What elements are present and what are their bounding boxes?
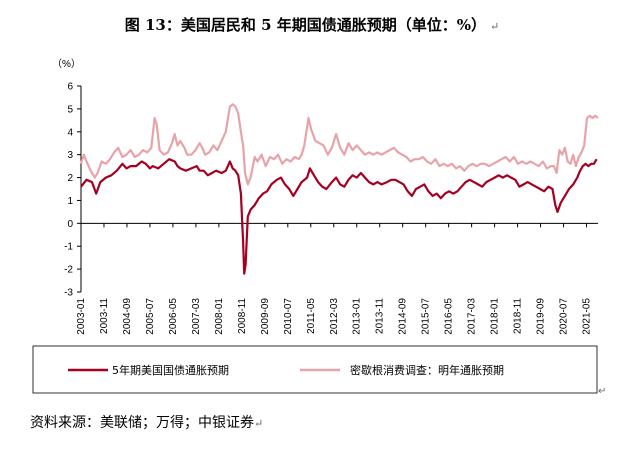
legend-box [32, 345, 598, 394]
series-line-1 [80, 158, 598, 275]
x-tick-label: 2010-07 [283, 298, 294, 335]
x-tick-label: 2008-01 [214, 298, 225, 335]
source-note: 资料来源：美联储；万得；中银证券↵ [30, 412, 263, 432]
x-tick-label: 2011-05 [306, 298, 317, 334]
series-line-2 [79, 103, 599, 186]
x-tick-label: 2007-03 [191, 298, 202, 335]
y-tick-label: -1 [64, 242, 73, 253]
x-tick-label: 2020-07 [559, 298, 570, 335]
x-tick-label: 2021-05 [582, 298, 593, 335]
x-tick-label: 2003-11 [99, 298, 110, 334]
series-layer [79, 103, 599, 275]
title-return-mark: ↵ [490, 20, 500, 33]
box-return-mark: ↵ [598, 386, 607, 397]
x-tick-label: 2006-05 [168, 298, 179, 335]
figure-title-text: 图 13：美国居民和 5 年期国债通胀预期（单位：%） [124, 16, 486, 34]
x-tick-label: 2019-09 [536, 298, 547, 335]
x-tick-label: 2017-03 [467, 298, 478, 335]
x-tick-label: 2015-07 [421, 298, 432, 335]
y-tick-label: 4 [67, 127, 73, 138]
y-tick-label: 1 [67, 196, 73, 207]
y-axis-unit-label: （%） [52, 58, 81, 70]
y-tick-label: 3 [67, 150, 73, 161]
x-tick-label: 2008-11 [237, 298, 248, 334]
x-tick-label: 2016-05 [444, 298, 455, 335]
legend-label-series-1: 5年期美国国债通胀预期 [112, 363, 229, 377]
x-tick-label: 2009-09 [260, 298, 271, 335]
x-tick-label: 2013-01 [352, 298, 363, 335]
source-return-mark: ↵ [254, 417, 264, 430]
x-tick-label: 2014-09 [398, 298, 409, 335]
y-tick-label: 0 [67, 219, 73, 230]
x-tick-label: 2005-07 [145, 298, 156, 335]
x-tick-label: 2012-03 [329, 298, 340, 335]
y-tick-label: 5 [67, 104, 73, 115]
figure-title: 图 13：美国居民和 5 年期国债通胀预期（单位：%） ↵ [0, 14, 624, 35]
y-tick-label: 2 [67, 173, 73, 184]
x-tick-label: 2003-01 [76, 298, 87, 335]
x-tick-label: 2018-01 [490, 298, 501, 335]
legend-label-series-2: 密歇根消费调查：明年通胀预期 [350, 363, 504, 377]
x-tick-label: 2018-11 [513, 298, 524, 334]
y-tick-label: 6 [67, 82, 73, 93]
y-tick-label: -3 [64, 288, 73, 299]
x-tick-label: 2004-09 [122, 298, 133, 335]
source-text: 资料来源：美联储；万得；中银证券 [30, 415, 254, 431]
x-tick-label: 2013-11 [375, 298, 386, 334]
y-tick-label: -2 [64, 265, 73, 276]
